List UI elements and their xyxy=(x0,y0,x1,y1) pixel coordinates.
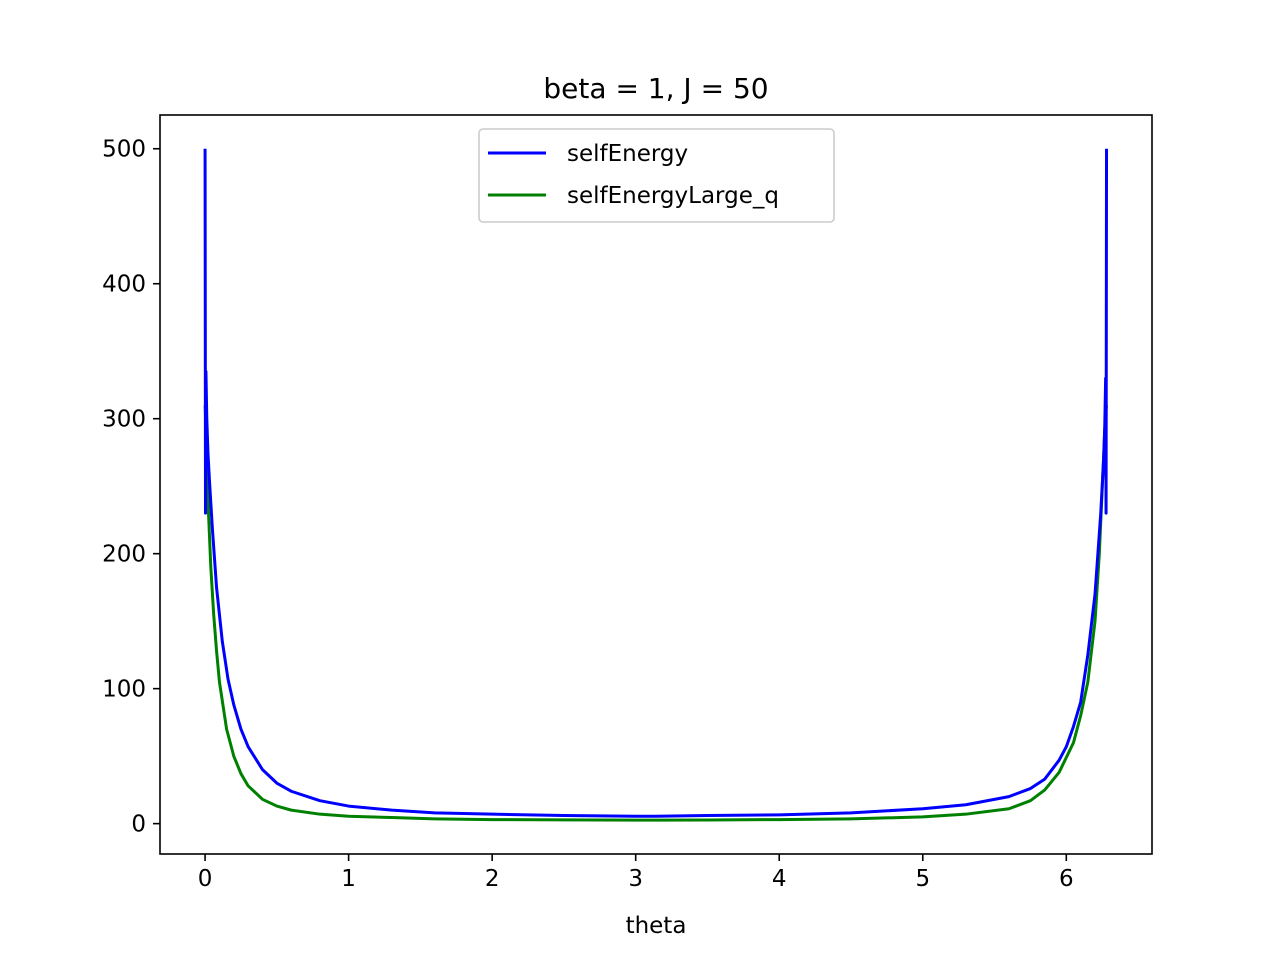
y-tick-label: 0 xyxy=(131,812,146,838)
y-axis: 0 100 200 300 400 500 xyxy=(102,137,160,838)
x-axis-label: theta xyxy=(626,913,687,939)
y-tick-label: 300 xyxy=(102,407,146,433)
legend: selfEnergy selfEnergyLarge_q xyxy=(478,128,835,223)
series-line-selfenergy xyxy=(203,148,1109,818)
legend-box xyxy=(478,128,835,223)
x-tick-label: 5 xyxy=(915,866,930,892)
legend-label-selfenergy: selfEnergy xyxy=(567,141,688,167)
x-tick-label: 4 xyxy=(772,866,787,892)
x-tick-label: 3 xyxy=(628,866,643,892)
y-tick-label: 500 xyxy=(102,137,146,163)
legend-label-selfenergylarge-q: selfEnergyLarge_q xyxy=(567,183,779,209)
y-tick-label: 400 xyxy=(102,272,146,298)
x-axis: 0 1 2 3 4 5 6 xyxy=(198,854,1074,892)
x-tick-label: 1 xyxy=(341,866,356,892)
x-tick-label: 6 xyxy=(1059,866,1074,892)
series-line-selfenergylarge-q xyxy=(203,405,1108,822)
plot-frame xyxy=(159,114,1153,855)
chart-title: beta = 1, J = 50 xyxy=(543,72,768,105)
y-tick-label: 200 xyxy=(102,542,146,568)
plot-area xyxy=(159,114,1153,855)
series-layer xyxy=(203,148,1109,822)
x-tick-label: 0 xyxy=(198,866,213,892)
x-tick-label: 2 xyxy=(485,866,500,892)
y-tick-label: 100 xyxy=(102,677,146,703)
